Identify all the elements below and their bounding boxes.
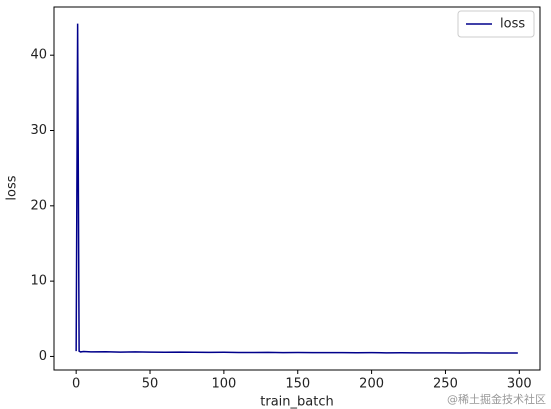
- x-tick-label: 150: [285, 377, 310, 392]
- legend-box: [457, 10, 535, 38]
- x-tick-label: 200: [359, 377, 384, 392]
- plot-frame: [53, 6, 541, 371]
- y-tick-label: 10: [30, 274, 47, 289]
- y-tick-label: 30: [30, 123, 47, 138]
- y-tick-label: 20: [30, 198, 47, 213]
- legend-label: loss: [500, 17, 525, 32]
- x-tick-label: 250: [433, 377, 458, 392]
- y-axis-label: loss: [5, 175, 20, 200]
- x-tick-label: 0: [72, 377, 80, 392]
- x-tick-label: 100: [211, 377, 236, 392]
- watermark: @稀土掘金技术社区: [447, 392, 546, 406]
- x-tick-label: 50: [142, 377, 159, 392]
- y-tick-label: 40: [30, 48, 47, 63]
- x-tick-label: 300: [507, 377, 532, 392]
- loss-line: [75, 23, 518, 354]
- x-axis-label: train_batch: [260, 395, 333, 409]
- y-tick-label: 0: [39, 349, 47, 364]
